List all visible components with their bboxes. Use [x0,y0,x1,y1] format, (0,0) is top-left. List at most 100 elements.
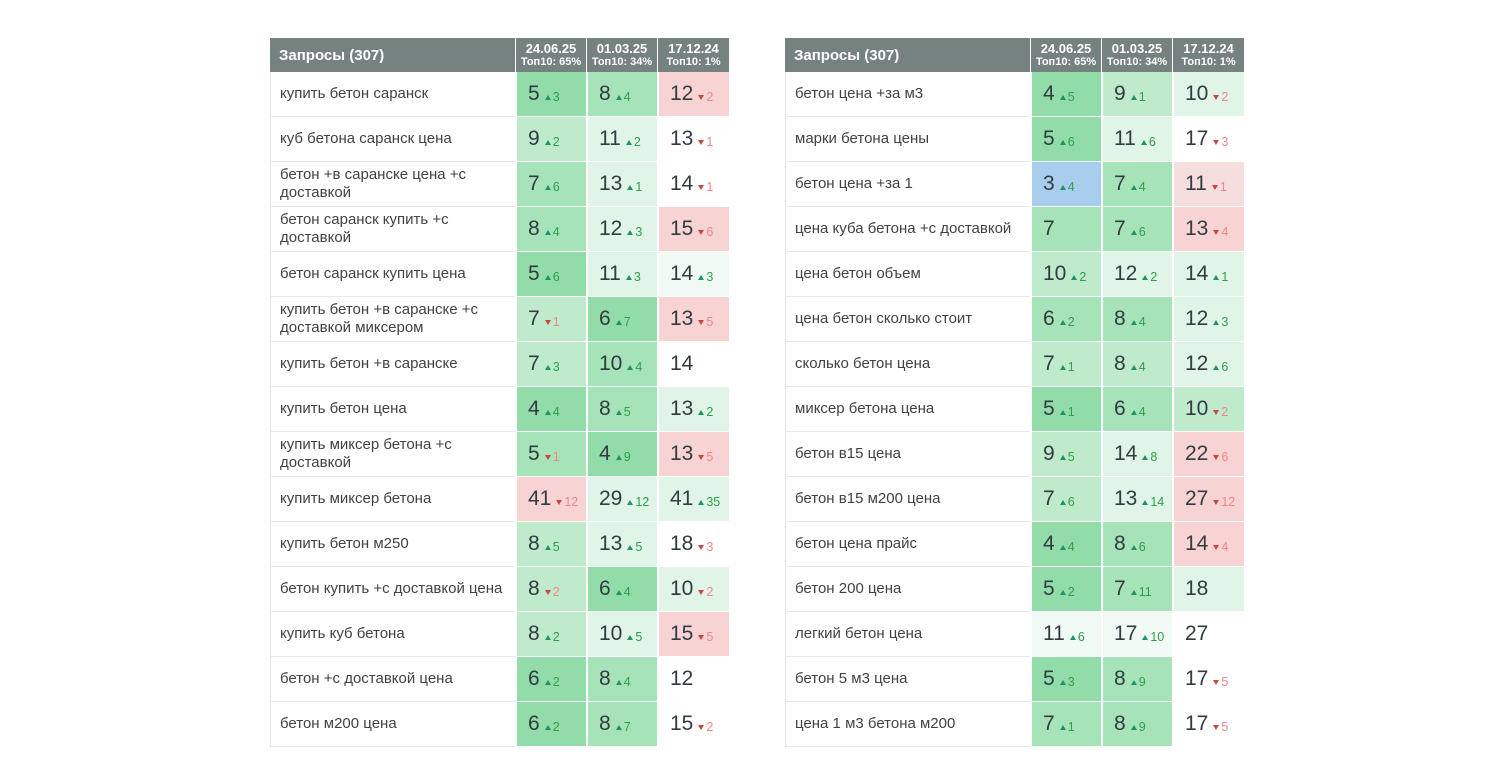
date-column-header[interactable]: 24.06.25 Топ10: 65% [515,38,586,72]
query-cell[interactable]: бетон цена прайс [785,522,1030,567]
position-cell[interactable]: 13 1 [657,117,729,162]
position-cell[interactable]: 18 3 [657,522,729,567]
query-cell[interactable]: марки бетона цены [785,117,1030,162]
position-cell[interactable]: 13 2 [657,387,729,432]
position-cell[interactable]: 15 5 [657,612,729,657]
position-cell[interactable]: 17 10 [1101,612,1172,657]
position-cell[interactable]: 11 6 [1101,117,1172,162]
position-cell[interactable]: 41 35 [657,477,729,522]
date-column-header[interactable]: 01.03.25 Топ10: 34% [586,38,657,72]
query-cell[interactable]: бетон +в саранске цена +с доставкой [270,162,515,207]
query-cell[interactable]: бетон 5 м3 цена [785,657,1030,702]
position-cell[interactable]: 11 6 [1030,612,1101,657]
query-cell[interactable]: бетон м200 цена [270,702,515,747]
position-cell[interactable]: 13 14 [1101,477,1172,522]
position-cell[interactable]: 13 1 [586,162,657,207]
query-cell[interactable]: сколько бетон цена [785,342,1030,387]
query-cell[interactable]: купить бетон саранск [270,72,515,117]
position-cell[interactable]: 27 [1172,612,1244,657]
position-cell[interactable]: 13 4 [1172,207,1244,252]
position-cell[interactable]: 7 11 [1101,567,1172,612]
query-cell[interactable]: легкий бетон цена [785,612,1030,657]
query-cell[interactable]: цена бетон объем [785,252,1030,297]
position-cell[interactable]: 10 2 [1172,387,1244,432]
date-column-header[interactable]: 24.06.25 Топ10: 65% [1030,38,1101,72]
position-cell[interactable]: 13 5 [657,432,729,477]
position-cell[interactable]: 15 6 [657,207,729,252]
query-cell[interactable]: бетон 200 цена [785,567,1030,612]
query-cell[interactable]: купить бетон +в саранске +с доставкой ми… [270,297,515,342]
query-cell[interactable]: купить миксер бетона +с доставкой [270,432,515,477]
position-cell[interactable]: 11 2 [586,117,657,162]
position-cell[interactable]: 41 12 [515,477,586,522]
query-cell[interactable]: бетон в15 м200 цена [785,477,1030,522]
position-cell[interactable]: 12 2 [1101,252,1172,297]
query-cell[interactable]: купить куб бетона [270,612,515,657]
query-cell[interactable]: купить бетон цена [270,387,515,432]
position-cell[interactable]: 10 2 [1030,252,1101,297]
position-cell[interactable]: 27 12 [1172,477,1244,522]
query-cell[interactable]: бетон в15 цена [785,432,1030,477]
query-cell[interactable]: бетон саранск купить цена [270,252,515,297]
query-cell[interactable]: цена бетон сколько стоит [785,297,1030,342]
query-cell[interactable]: купить миксер бетона [270,477,515,522]
position-cell[interactable]: 22 6 [1172,432,1244,477]
date-column-header[interactable]: 17.12.24 Топ10: 1% [1172,38,1244,72]
date-column-header[interactable]: 17.12.24 Топ10: 1% [657,38,729,72]
position-cell[interactable]: 10 5 [586,612,657,657]
query-cell[interactable]: цена куба бетона +с доставкой [785,207,1030,252]
query-cell[interactable]: купить бетон +в саранске [270,342,515,387]
position-cell[interactable]: 29 12 [586,477,657,522]
query-cell[interactable]: бетон саранск купить +с доставкой [270,207,515,252]
position-cell[interactable]: 13 5 [586,522,657,567]
position-cell[interactable]: 12 6 [1172,342,1244,387]
position-cell[interactable]: 10 4 [586,342,657,387]
position-cell[interactable]: 7 [1030,207,1101,252]
query-cell[interactable]: купить бетон м250 [270,522,515,567]
position-cell[interactable]: 13 5 [657,297,729,342]
position-cell[interactable]: 12 [657,657,729,702]
position-cell[interactable]: 17 5 [1172,657,1244,702]
query-cell[interactable]: цена 1 м3 бетона м200 [785,702,1030,747]
position-cell[interactable]: 14 [657,342,729,387]
position-cell[interactable]: 10 2 [657,567,729,612]
position-cell[interactable]: 14 3 [657,252,729,297]
position-cell[interactable]: 15 2 [657,702,729,747]
position-cell[interactable]: 12 3 [586,207,657,252]
position-cell[interactable]: 18 [1172,567,1244,612]
position-cell[interactable]: 10 2 [1172,72,1244,117]
